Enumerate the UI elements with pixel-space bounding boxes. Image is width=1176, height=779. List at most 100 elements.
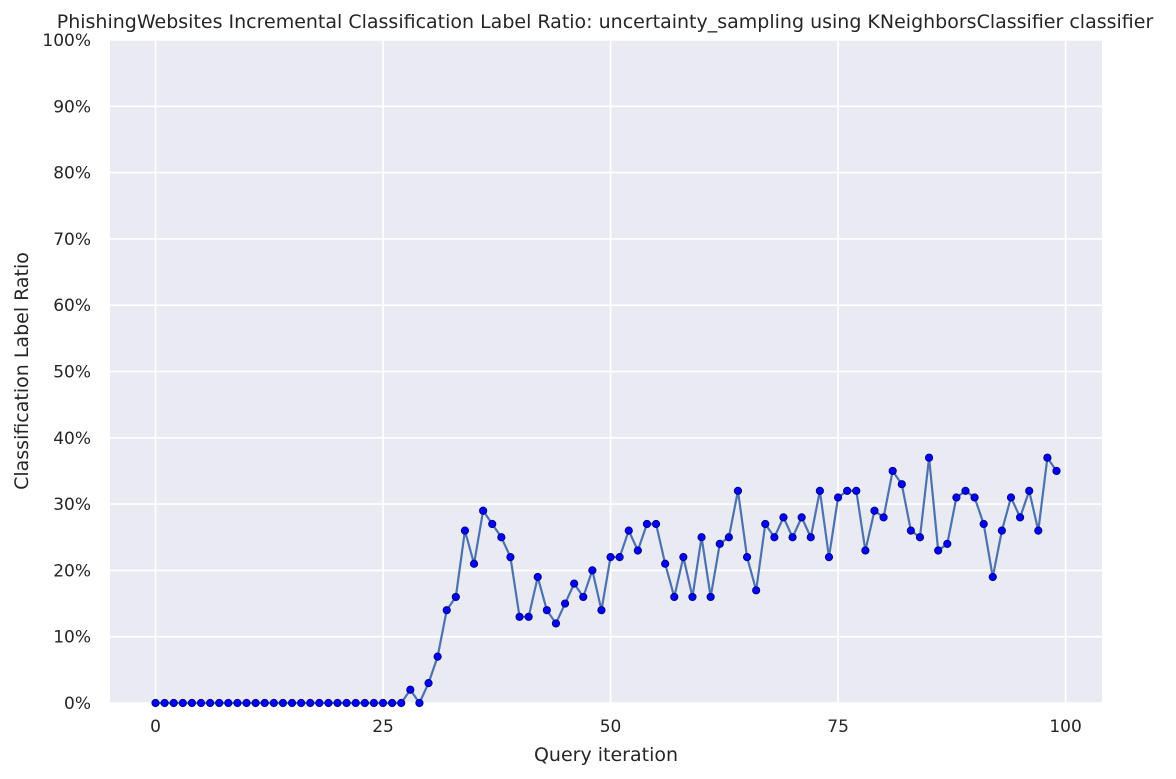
data-point — [952, 493, 961, 502]
data-point — [551, 619, 561, 628]
data-point — [815, 486, 824, 495]
data-point — [206, 698, 215, 708]
series-line — [155, 456, 1058, 705]
data-point — [378, 698, 388, 708]
data-point — [1025, 486, 1034, 495]
data-point — [661, 559, 670, 568]
x-axis-ticks: 0 25 50 75 100 — [150, 717, 1082, 737]
y-tick-label: 50% — [53, 363, 91, 383]
data-point — [297, 698, 306, 708]
data-point — [215, 698, 224, 708]
data-point — [988, 572, 997, 582]
data-point — [861, 546, 870, 555]
data-point — [943, 539, 952, 548]
x-tick-label: 75 — [827, 717, 849, 737]
y-tick-label: 70% — [53, 230, 91, 250]
data-point — [670, 592, 679, 602]
data-point — [570, 579, 579, 588]
marker-layer — [151, 453, 1061, 708]
y-axis-label: Classification Label Ratio — [11, 252, 33, 490]
data-point — [515, 612, 524, 621]
data-point — [715, 539, 724, 548]
data-point — [1006, 493, 1016, 502]
y-tick-label: 80% — [53, 164, 91, 184]
data-point — [488, 519, 497, 529]
data-point — [315, 698, 324, 708]
data-point — [642, 519, 652, 529]
data-point — [633, 546, 642, 555]
data-point — [406, 685, 415, 694]
data-point — [915, 533, 925, 542]
data-point — [269, 698, 278, 708]
data-point — [542, 606, 551, 615]
data-point — [688, 592, 697, 602]
data-point — [879, 513, 888, 522]
data-point — [924, 453, 934, 462]
data-point — [451, 592, 460, 602]
data-point — [970, 493, 979, 502]
data-point — [724, 533, 733, 542]
data-point — [460, 526, 470, 535]
data-point — [151, 698, 160, 708]
data-point — [761, 519, 770, 529]
y-axis-ticks: 0% 10% 20% 30% 40% 50% 60% 70% 80% 90% 100% — [42, 31, 91, 714]
data-point — [469, 559, 479, 568]
y-tick-label: 30% — [53, 495, 91, 515]
series-layer — [155, 456, 1058, 705]
y-tick-label: 10% — [53, 628, 91, 648]
data-point — [351, 698, 360, 708]
x-tick-label: 50 — [600, 717, 622, 737]
data-point — [588, 566, 597, 575]
data-point — [697, 533, 706, 542]
data-point — [752, 586, 761, 595]
data-point — [260, 698, 269, 708]
data-point — [333, 698, 342, 708]
data-point — [306, 698, 315, 708]
data-point — [287, 698, 297, 708]
data-point — [906, 526, 915, 535]
x-tick-label: 0 — [150, 717, 161, 737]
data-point — [424, 679, 433, 688]
data-point — [442, 606, 451, 615]
data-point — [833, 493, 843, 502]
x-tick-label: 100 — [1049, 717, 1081, 737]
data-point — [160, 698, 169, 708]
data-point — [360, 698, 369, 708]
data-point — [433, 652, 442, 661]
data-point — [506, 553, 515, 562]
y-tick-label: 90% — [53, 97, 91, 117]
data-point — [579, 592, 588, 602]
data-point — [388, 698, 397, 708]
data-point — [233, 698, 242, 708]
data-point — [824, 553, 834, 562]
data-point — [852, 486, 861, 495]
data-point — [779, 513, 788, 522]
data-point — [979, 519, 988, 529]
data-point — [369, 698, 379, 708]
data-point — [169, 698, 178, 708]
data-point — [788, 533, 797, 542]
data-point — [196, 698, 206, 708]
data-point — [324, 698, 333, 708]
data-point — [178, 698, 187, 708]
data-point — [770, 533, 779, 542]
data-point — [533, 572, 542, 582]
data-point — [1034, 526, 1043, 535]
y-tick-label: 0% — [64, 694, 91, 714]
data-point — [415, 698, 424, 708]
y-tick-label: 40% — [53, 429, 91, 449]
data-point — [251, 698, 260, 708]
data-point — [706, 592, 715, 602]
data-point — [497, 533, 506, 542]
data-point — [997, 526, 1006, 535]
data-point — [524, 612, 533, 621]
data-point — [397, 698, 406, 708]
data-point — [1043, 453, 1052, 462]
data-point — [606, 553, 615, 562]
data-point — [479, 506, 488, 515]
data-point — [651, 519, 661, 529]
y-tick-label: 20% — [53, 561, 91, 581]
grid-layer — [110, 39, 1102, 704]
